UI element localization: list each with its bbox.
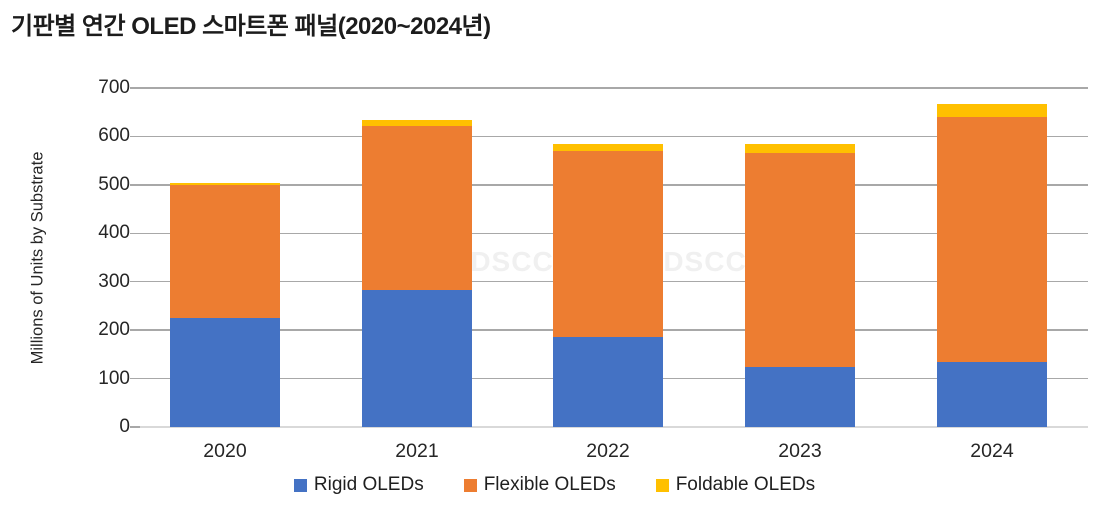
bar-segment-2023-flexible-oleds <box>745 153 855 367</box>
y-tickmark-100 <box>130 377 140 380</box>
plot-area: 0 100 200 300 400 500 600 700 DSCC DSCC 2020 2021 20… <box>98 78 1088 462</box>
y-tick-label-0: 0 <box>119 416 130 437</box>
bar-segment-2023-rigid-oleds <box>745 366 855 427</box>
bar-segment-2021-foldable-oleds <box>362 119 472 126</box>
bar-segment-2024-foldable-oleds <box>937 104 1047 117</box>
x-axis-label-2024: 2024 <box>970 440 1014 462</box>
bar-segment-2021-flexible-oleds <box>362 125 472 291</box>
y-axis-title: Millions of Units by Substrate <box>18 88 58 427</box>
y-tick-label-200: 200 <box>98 319 130 341</box>
bar-2023 <box>745 144 855 427</box>
x-axis-label-2021: 2021 <box>395 440 439 462</box>
gridline-0 <box>140 426 1088 429</box>
bar-segment-2022-flexible-oleds <box>553 151 663 337</box>
bar-segment-2022-rigid-oleds <box>553 336 663 427</box>
y-tick-label-600: 600 <box>98 125 130 147</box>
x-axis-label-2022: 2022 <box>586 440 630 462</box>
y-tickmark-0 <box>130 426 140 428</box>
legend-swatch-icon <box>463 478 477 492</box>
bar-2024 <box>937 104 1047 427</box>
y-tickmark-600 <box>130 135 140 138</box>
legend-swatch-icon <box>655 478 669 492</box>
y-tick-label-700: 700 <box>98 77 130 98</box>
y-tick-label-500: 500 <box>98 173 130 195</box>
y-tick-label-100: 100 <box>98 367 130 389</box>
bar-2021 <box>362 119 472 427</box>
bar-segment-2024-rigid-oleds <box>937 361 1047 427</box>
bar-segment-2024-flexible-oleds <box>937 116 1047 362</box>
bar-segment-2020-foldable-oleds <box>170 183 280 185</box>
y-tickmark-700 <box>130 87 140 89</box>
legend-item-foldable-oleds: Foldable OLEDs <box>655 474 816 496</box>
dscc-watermark-2: DSCC <box>663 246 747 277</box>
y-axis-title-text: Millions of Units by Substrate <box>28 151 47 364</box>
chart-legend: Rigid OLEDs Flexible OLEDs Foldable OLEDs <box>0 474 1109 496</box>
y-tickmark-500 <box>130 184 140 186</box>
legend-item-flexible-oleds: Flexible OLEDs <box>463 474 616 496</box>
y-tickmark-400 <box>130 232 140 234</box>
legend-swatch-icon <box>293 478 307 492</box>
y-tickmark-200 <box>130 329 140 331</box>
bar-segment-2020-rigid-oleds <box>170 317 280 427</box>
legend-label: Rigid OLEDs <box>313 474 424 495</box>
chart-title: 기판별 연간 OLED 스마트폰 패널(2020~2024년) <box>11 13 491 40</box>
bar-segment-2020-flexible-oleds <box>170 184 280 318</box>
x-axis-label-2023: 2023 <box>778 440 822 462</box>
bar-2022 <box>553 143 663 427</box>
y-tick-label-300: 300 <box>98 270 130 292</box>
legend-label: Flexible OLEDs <box>483 474 616 495</box>
bar-segment-2021-rigid-oleds <box>362 290 472 427</box>
bar-segment-2023-foldable-oleds <box>745 144 855 154</box>
gridline-700 <box>140 87 1088 89</box>
legend-item-rigid-oleds: Rigid OLEDs <box>293 474 424 496</box>
bar-2020 <box>170 183 280 427</box>
gridline-600 <box>140 135 1088 138</box>
bar-segment-2022-foldable-oleds <box>553 143 663 152</box>
x-axis-label-2020: 2020 <box>203 440 247 462</box>
dscc-watermark-1: DSCC <box>470 246 554 277</box>
y-tick-label-400: 400 <box>98 222 130 244</box>
y-tickmark-300 <box>130 281 140 283</box>
legend-label: Foldable OLEDs <box>675 474 816 495</box>
